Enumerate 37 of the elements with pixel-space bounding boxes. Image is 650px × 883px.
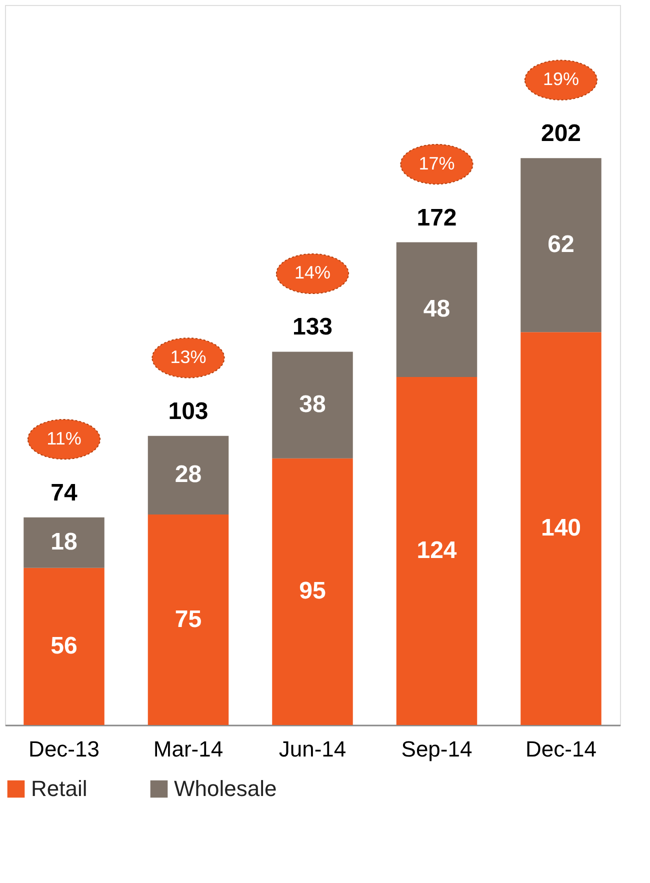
annotation: 14% bbox=[294, 262, 331, 283]
total-label: 202 bbox=[540, 120, 582, 148]
x-tick-label: Sep-14 bbox=[401, 736, 472, 762]
data-label: 62 bbox=[548, 231, 574, 258]
data-label: 124 bbox=[416, 536, 458, 564]
bar bbox=[272, 352, 353, 458]
total-label: 172 bbox=[416, 204, 457, 232]
x-tick-label: Mar-14 bbox=[153, 736, 224, 762]
data-label: 28 bbox=[174, 461, 202, 488]
text: 19% bbox=[542, 69, 579, 90]
data-label: 140 bbox=[540, 514, 582, 542]
annotation: 11% bbox=[46, 428, 82, 448]
total-label: 133 bbox=[292, 314, 333, 341]
data-label: 95 bbox=[299, 578, 326, 605]
bar bbox=[396, 376, 478, 725]
data-label: 48 bbox=[423, 296, 450, 323]
legend-label: Wholesale bbox=[174, 776, 277, 801]
bar bbox=[24, 517, 104, 568]
bar bbox=[520, 332, 602, 725]
total-label: 74 bbox=[50, 479, 78, 506]
bar bbox=[396, 242, 478, 377]
bar bbox=[148, 514, 229, 725]
x-tick-label: Dec-13 bbox=[28, 736, 100, 762]
data-label: 38 bbox=[299, 391, 326, 418]
bar bbox=[520, 158, 602, 332]
total-label: 103 bbox=[168, 398, 208, 425]
data-label: 75 bbox=[174, 606, 202, 633]
x-tick-label: Dec-14 bbox=[526, 736, 596, 762]
legend-label: Retail bbox=[31, 776, 88, 801]
data-label: 56 bbox=[50, 632, 78, 660]
annotation: 13% bbox=[170, 346, 206, 367]
x-tick-label: Jun-14 bbox=[278, 736, 346, 762]
annotation: 17% bbox=[418, 153, 455, 174]
bar bbox=[24, 568, 104, 725]
data-label: 18 bbox=[50, 528, 78, 556]
bar bbox=[148, 436, 229, 515]
bar bbox=[272, 458, 353, 725]
